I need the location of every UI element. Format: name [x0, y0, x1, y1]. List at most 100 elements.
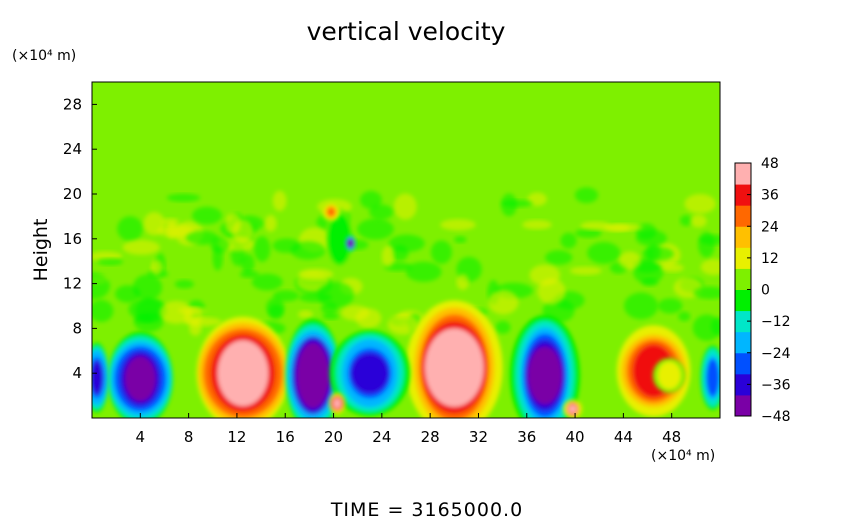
turbulence-patch: [684, 194, 716, 214]
turbulence-patch: [322, 312, 340, 320]
y-axis-title: Height: [30, 219, 52, 282]
colorbar-tick-label: 12: [761, 251, 779, 267]
velocity-cell: [652, 357, 686, 393]
turbulence-patch: [488, 290, 519, 315]
y-tick-label: 24: [63, 140, 82, 158]
turbulence-patch: [440, 219, 476, 231]
time-footer: TIME = 3165000.0: [330, 499, 523, 519]
colorbar-segment: [735, 268, 751, 290]
x-tick-label: 16: [276, 428, 295, 446]
turbulence-patch: [393, 193, 417, 220]
cell-contour: [326, 207, 336, 217]
turbulence-patch: [618, 251, 641, 270]
turbulence-patch: [580, 221, 611, 231]
cell-contour: [333, 398, 342, 409]
turbulence-patch: [454, 236, 467, 243]
plot-frame: [91, 81, 721, 419]
velocity-cell: [92, 342, 109, 413]
velocity-cell: [285, 319, 341, 418]
turbulence-patch: [122, 239, 160, 255]
x-unit-label: (×10⁴ m): [651, 448, 715, 464]
velocity-cell: [326, 209, 353, 269]
colorbar-ticks: 48 36 24 12 0 −12 −24 −36 −48: [747, 156, 791, 425]
y-tick-label: 28: [63, 95, 82, 113]
x-tick-label: 24: [372, 428, 391, 446]
colorbar-segment: [735, 310, 751, 333]
turbulence-patch: [159, 300, 193, 324]
turbulence-patch: [92, 299, 114, 322]
turbulence-patch: [692, 314, 720, 341]
velocity-cell: [329, 392, 346, 415]
cell-contour: [347, 239, 354, 248]
x-tick-label: 12: [227, 428, 246, 446]
x-tick-label: 28: [421, 428, 440, 446]
turbulence-patch: [143, 212, 165, 236]
turbulence-patch: [166, 193, 201, 202]
turbulence-patch: [178, 307, 208, 314]
x-tick-label: 8: [184, 428, 194, 446]
colorbar-tick-label: 0: [761, 283, 770, 299]
colorbar-segment: [735, 373, 751, 396]
turbulence-patch: [239, 270, 260, 279]
colorbar-tick-label: 36: [761, 188, 779, 204]
turbulence-patch: [321, 302, 338, 315]
turbulence-patch: [232, 219, 254, 244]
turbulence-patch: [298, 268, 334, 280]
turbulence-patch: [587, 242, 621, 264]
colorbar: [735, 163, 751, 417]
turbulence-patch: [272, 190, 287, 212]
colorbar-segment: [735, 352, 751, 375]
turbulence-patch: [272, 290, 300, 302]
colorbar-segment: [735, 205, 751, 227]
y-tick-label: 4: [72, 364, 82, 382]
turbulence-patch: [405, 261, 442, 282]
chart-title: vertical velocity: [307, 17, 506, 46]
turbulence-patch: [430, 240, 452, 264]
colorbar-tick-label: 48: [761, 156, 779, 172]
colorbar-segment: [735, 247, 751, 269]
colorbar-segment: [735, 331, 751, 354]
turbulence-patch: [698, 231, 715, 258]
upper-turbulence-band: [92, 187, 720, 341]
turbulence-patch: [157, 224, 195, 238]
turbulence-patch: [678, 311, 691, 322]
turbulence-patch: [537, 278, 566, 305]
turbulence-patch: [693, 286, 720, 299]
x-tick-label: 36: [517, 428, 536, 446]
colorbar-segment: [735, 163, 751, 185]
turbulence-patch: [545, 250, 573, 265]
turbulence-patch: [253, 236, 271, 262]
turbulence-patch: [115, 285, 141, 303]
turbulence-patch: [690, 214, 707, 228]
turbulence-patch: [700, 258, 720, 276]
turbulence-patch: [241, 253, 255, 274]
turbulence-patch: [151, 260, 163, 275]
velocity-cell: [196, 316, 290, 418]
turbulence-patch: [624, 292, 659, 320]
turbulence-patch: [633, 261, 664, 284]
velocity-cell: [107, 331, 173, 418]
x-tick-label: 32: [469, 428, 488, 446]
turbulence-patch: [657, 298, 683, 314]
turbulence-patch: [210, 237, 230, 253]
colorbar-segment: [735, 289, 751, 312]
colorbar-segment: [735, 184, 751, 206]
turbulence-patch: [679, 215, 693, 227]
velocity-cell: [563, 399, 583, 418]
turbulence-patch: [495, 321, 511, 334]
turbulence-patch: [97, 258, 123, 266]
cell-contour: [124, 356, 156, 402]
colorbar-tick-label: −12: [761, 314, 791, 330]
turbulence-patch: [298, 310, 313, 319]
y-unit-label: (×10⁴ m): [12, 48, 76, 64]
x-axis-ticks: 4 8 12 16 20 24 28 32 36 40 44 48: [136, 413, 681, 446]
turbulence-patch: [574, 187, 599, 203]
colorbar-segment: [735, 394, 751, 417]
turbulence-patch: [189, 320, 202, 336]
turbulence-patch: [191, 206, 223, 225]
turbulence-patch: [641, 278, 659, 286]
x-tick-label: 48: [662, 428, 681, 446]
turbulence-patch: [264, 215, 277, 232]
y-axis-ticks: 4 8 12 16 20 24 28: [63, 95, 97, 382]
